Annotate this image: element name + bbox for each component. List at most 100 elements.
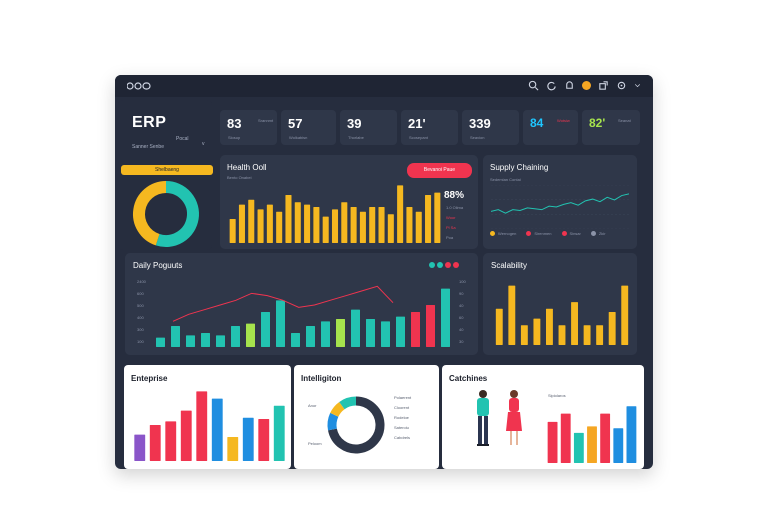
bar bbox=[229, 219, 236, 243]
customers-bar-chart bbox=[547, 406, 637, 463]
stat-value: 82' bbox=[589, 116, 606, 130]
bar bbox=[441, 288, 450, 347]
donut-slice bbox=[155, 181, 199, 247]
intelligence-legend: Polaerent Cloorent Rodeloe Sateroiu Cabd… bbox=[394, 395, 436, 440]
legend-dot-icon bbox=[526, 231, 532, 237]
erp-chevron-icon[interactable]: v bbox=[202, 141, 205, 147]
health-big-value: 88% bbox=[444, 190, 465, 201]
bar bbox=[273, 405, 285, 461]
legend-item: Sirenmen bbox=[526, 231, 552, 237]
daily-filter-dots bbox=[429, 262, 459, 268]
bar bbox=[411, 312, 420, 347]
bar bbox=[331, 209, 339, 243]
bar bbox=[196, 391, 208, 461]
y-tick-right: 90 bbox=[459, 291, 464, 296]
daily-combo-chart bbox=[156, 285, 450, 347]
bar bbox=[406, 207, 413, 243]
bar bbox=[165, 421, 177, 461]
stat-value: 83 bbox=[227, 116, 242, 131]
share-icon[interactable] bbox=[598, 80, 609, 91]
erp-donut-chart bbox=[133, 181, 199, 247]
enterprise-bar-chart bbox=[134, 391, 285, 461]
stat-tile-1[interactable]: 83 Srannmt Slosup bbox=[220, 110, 277, 145]
bar bbox=[571, 302, 578, 345]
bar bbox=[294, 202, 301, 243]
settings-icon[interactable] bbox=[616, 80, 627, 91]
stat-tile-7[interactable]: 82' Seanat bbox=[582, 110, 640, 145]
y-tick-right: 100 bbox=[459, 279, 466, 284]
stat-value: 39 bbox=[347, 116, 362, 131]
stat-tile-6[interactable]: 84 Wotsiw bbox=[523, 110, 578, 145]
bar bbox=[533, 318, 541, 345]
health-title: Health Ooll bbox=[227, 163, 267, 172]
filter-dot-icon[interactable] bbox=[445, 262, 451, 268]
stat-tile-5[interactable]: 339 Seavion bbox=[462, 110, 519, 145]
daily-title: Daily Poguuts bbox=[133, 261, 183, 270]
donut-slice bbox=[328, 396, 385, 454]
legend-label: Wernogen bbox=[498, 231, 517, 236]
bar bbox=[248, 199, 255, 243]
legend-label: Cabdrels bbox=[394, 435, 411, 440]
app-logo-icon[interactable] bbox=[127, 82, 151, 90]
bar bbox=[425, 195, 432, 243]
bar bbox=[134, 434, 146, 461]
bar bbox=[415, 211, 422, 243]
bar bbox=[495, 308, 503, 345]
customers-panel: Catchines Sipiolaros bbox=[442, 365, 644, 469]
bar bbox=[306, 326, 315, 347]
health-action-button[interactable]: Bevanoi Paue bbox=[407, 163, 472, 178]
legend-label: Cloorent bbox=[394, 405, 410, 410]
bar bbox=[359, 211, 366, 243]
customers-title: Catchines bbox=[449, 374, 488, 383]
top-bar bbox=[115, 75, 653, 97]
bar bbox=[387, 214, 394, 243]
supply-legend: Wernogen Sirenmen Sinsar Zkir bbox=[490, 231, 606, 237]
supply-line-chart bbox=[491, 185, 629, 229]
bar bbox=[313, 207, 320, 243]
bar bbox=[227, 437, 239, 461]
user-status-dot[interactable] bbox=[582, 81, 591, 90]
donut-slice bbox=[339, 396, 357, 410]
stat-value: 339 bbox=[469, 116, 491, 131]
y-tick: 300 bbox=[137, 327, 144, 332]
bar bbox=[397, 185, 404, 243]
filter-dot-icon[interactable] bbox=[453, 262, 459, 268]
y-tick: 400 bbox=[137, 315, 144, 320]
bar bbox=[257, 209, 264, 243]
bar bbox=[156, 337, 165, 347]
scalability-title: Scalability bbox=[491, 261, 528, 270]
bar bbox=[171, 326, 180, 347]
filter-dot-icon[interactable] bbox=[437, 262, 443, 268]
bar bbox=[558, 325, 566, 345]
bar bbox=[378, 207, 385, 243]
filter-dot-icon[interactable] bbox=[429, 262, 435, 268]
stat-label: Scosepant bbox=[409, 135, 428, 140]
bell-icon[interactable] bbox=[564, 80, 575, 91]
bar bbox=[546, 308, 553, 345]
stat-tile-4[interactable]: 21' Scosepant bbox=[401, 110, 458, 145]
supply-chain-panel: Supply Chaining Sedemian Contai Wernogen… bbox=[483, 155, 637, 249]
refresh-icon[interactable] bbox=[546, 80, 557, 91]
bar bbox=[573, 432, 584, 463]
y-tick: 600 bbox=[137, 291, 144, 296]
health-subtitle: Bento Onabei bbox=[227, 175, 252, 180]
health-bar-chart bbox=[229, 185, 441, 243]
health-side-label-3: Pl Sa bbox=[446, 225, 456, 230]
bar bbox=[381, 321, 390, 347]
erp-tag[interactable]: Shelbaeng bbox=[121, 165, 213, 175]
erp-subtitle: Sanner Senbe bbox=[132, 144, 164, 150]
bar bbox=[242, 417, 254, 461]
stat-value: 57 bbox=[288, 116, 303, 131]
bar bbox=[600, 413, 611, 463]
scalability-bar-chart bbox=[495, 285, 629, 345]
bar bbox=[336, 319, 345, 347]
daily-panel: Daily Poguuts 2400 600 500 400 300 100 1… bbox=[125, 253, 478, 355]
donut-slice bbox=[133, 181, 167, 246]
stat-tile-2[interactable]: 57 Wolkabisn bbox=[281, 110, 336, 145]
supply-title: Supply Chaining bbox=[490, 163, 549, 172]
stat-label: Srannmt bbox=[258, 118, 274, 123]
search-icon[interactable] bbox=[528, 80, 539, 91]
customers-legend: Sipiolaros bbox=[548, 393, 566, 398]
chevron-down-icon[interactable] bbox=[634, 80, 641, 91]
stat-tile-3[interactable]: 39 Thorlabe bbox=[340, 110, 397, 145]
